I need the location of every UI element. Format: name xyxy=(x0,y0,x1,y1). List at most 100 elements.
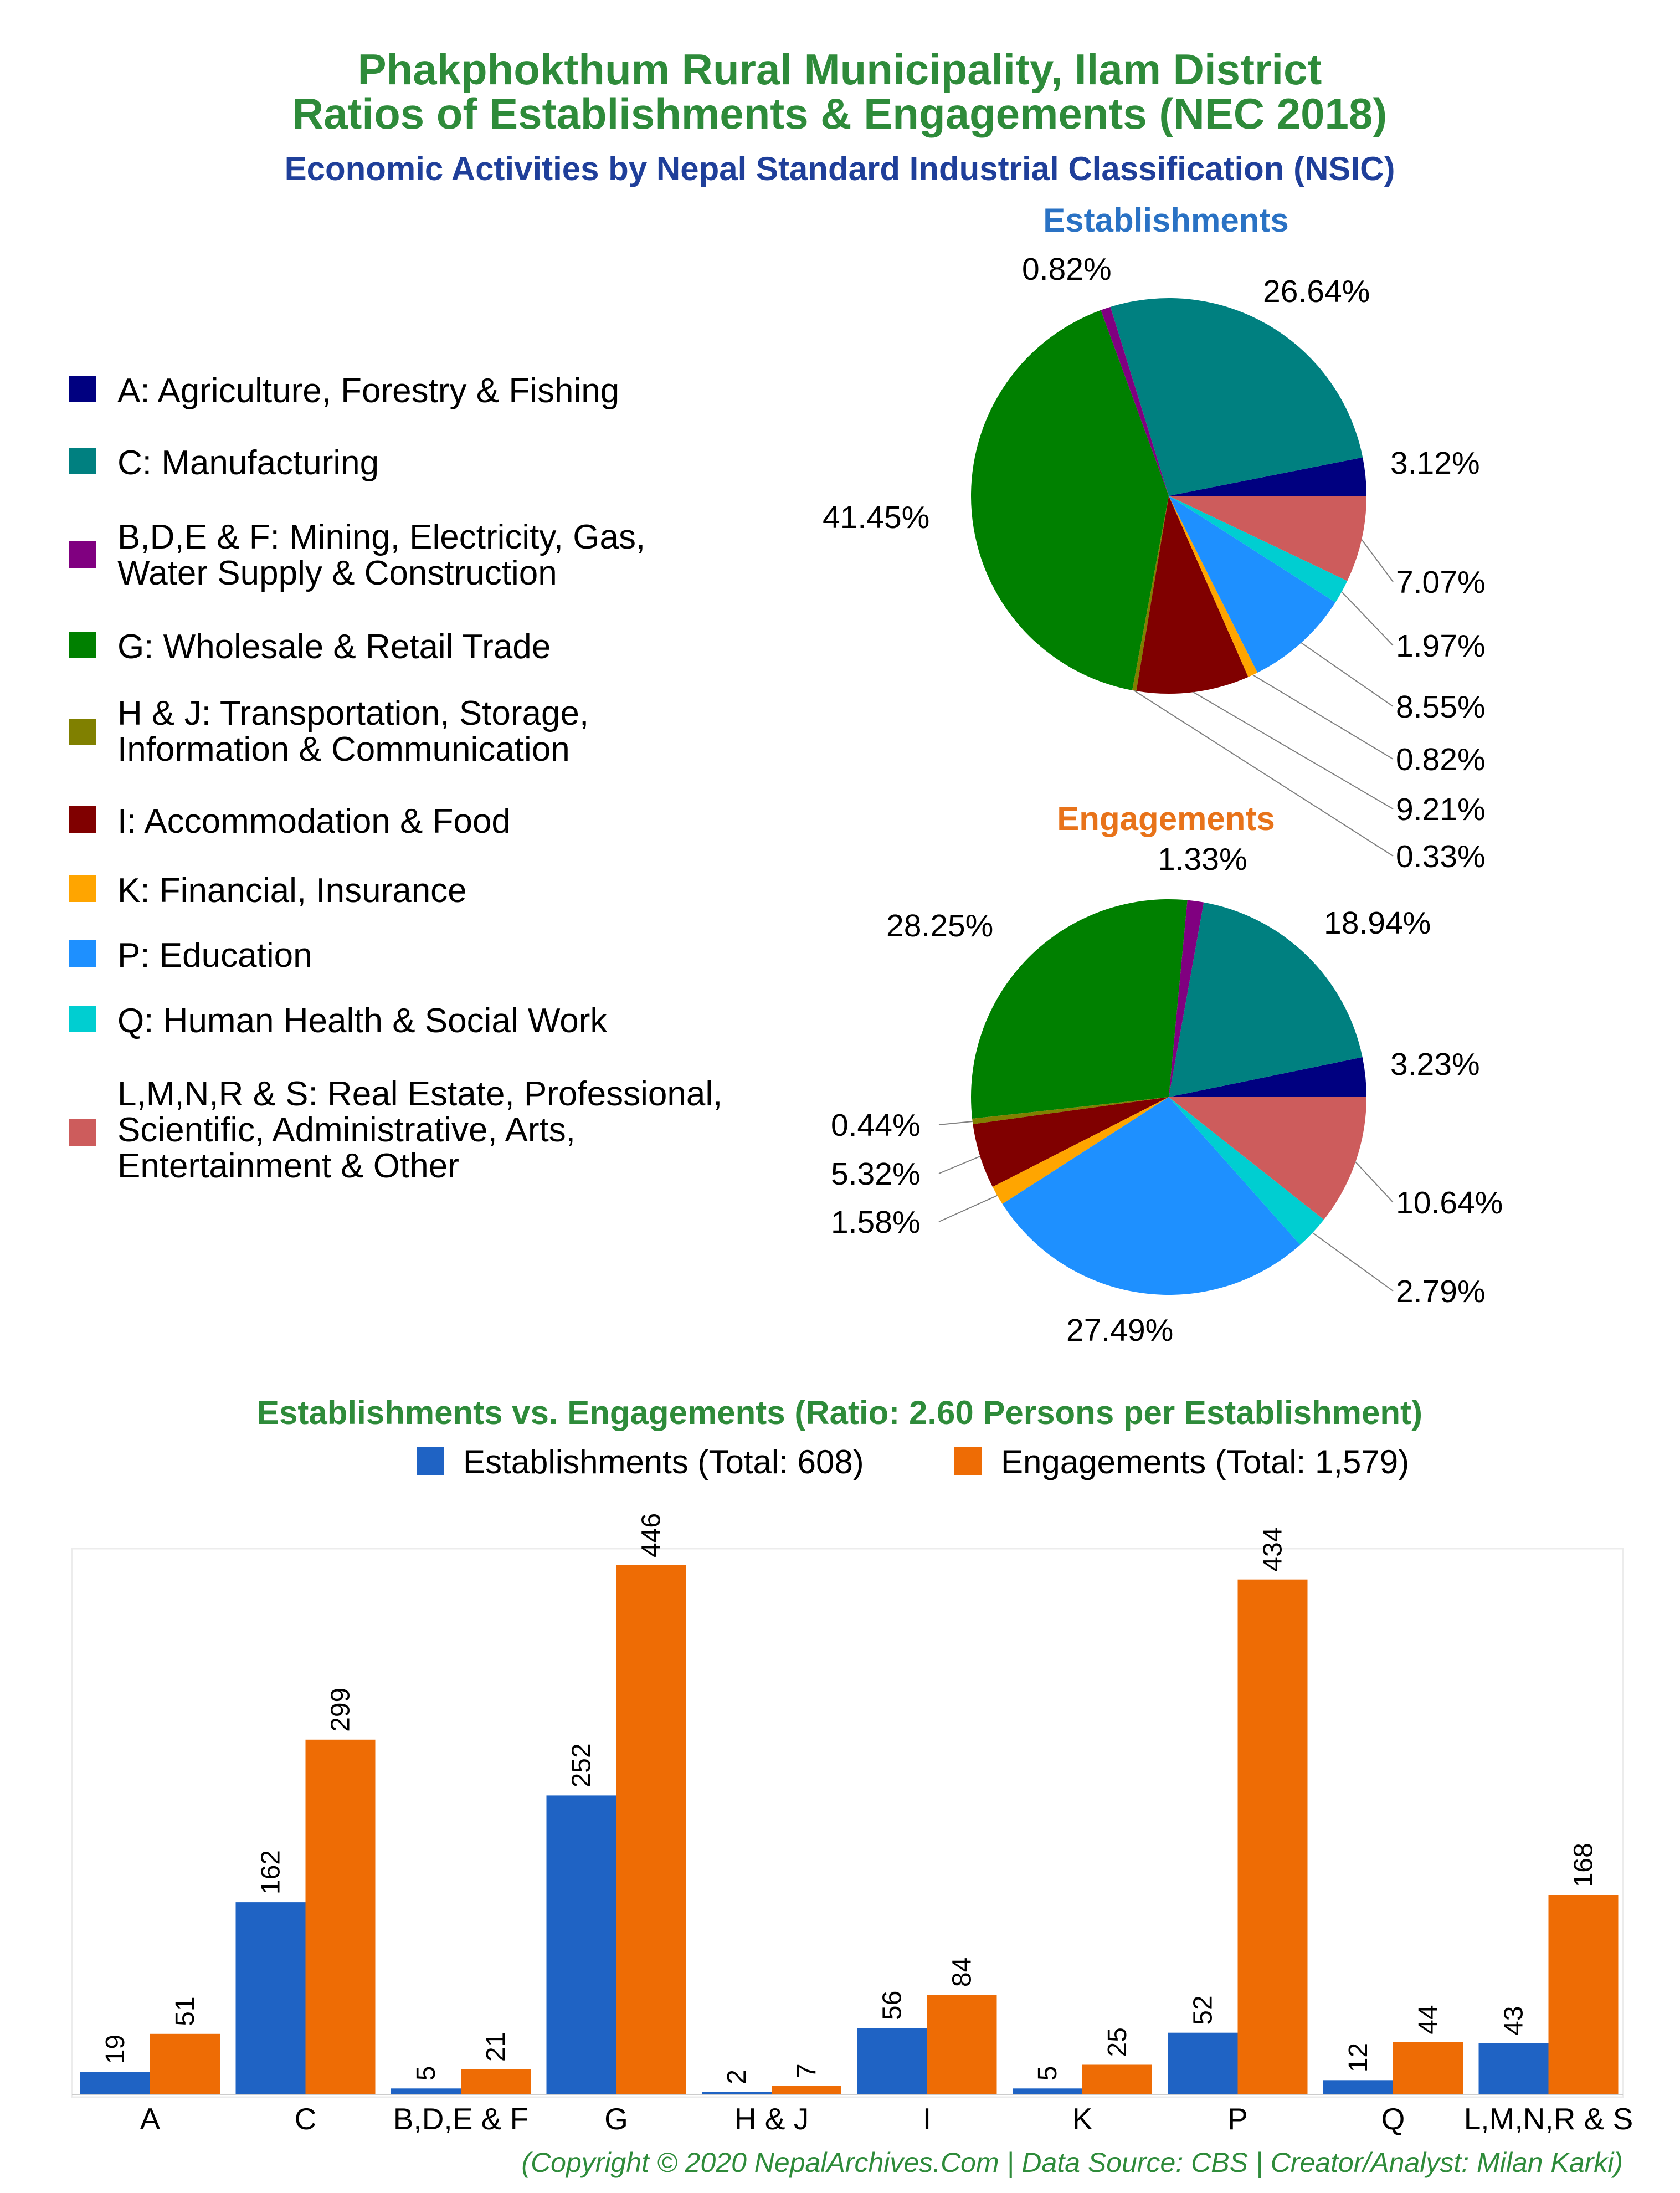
pie-slice-g xyxy=(970,310,1169,690)
pie-slice-hj xyxy=(972,1097,1169,1124)
bar-establishments-a xyxy=(80,2072,150,2094)
legend-label-a: A: Agriculture, Forestry & Fishing xyxy=(117,372,619,410)
leader-line-p xyxy=(1301,642,1394,707)
bar-value-establishments-p: 52 xyxy=(1189,1995,1218,2025)
x-tick-label-bdef: B,D,E & F xyxy=(393,2102,529,2136)
legend-swatch-g xyxy=(69,632,96,658)
bar-establishments-bdef xyxy=(391,2088,461,2094)
pie-label-c: 18.94% xyxy=(1324,905,1431,941)
bar-value-establishments-hj: 2 xyxy=(722,2069,752,2084)
pie-label-q: 2.79% xyxy=(1396,1274,1486,1309)
bar-engagements-p xyxy=(1237,1579,1308,2094)
pie-slice-hj xyxy=(1132,496,1169,691)
legend-swatch-p xyxy=(69,940,96,967)
legend-label-lmnrs-line3: Entertainment & Other xyxy=(117,1147,459,1185)
bar-value-engagements-q: 44 xyxy=(1414,2005,1443,2034)
legend-label-bdef-line2: Water Supply & Construction xyxy=(117,554,557,592)
x-tick-label-k: K xyxy=(1072,2102,1093,2136)
pie-label-bdef: 0.82% xyxy=(1022,252,1112,287)
pie-label-c: 26.64% xyxy=(1263,274,1370,309)
bar-chart-title: Establishments vs. Engagements (Ratio: 2… xyxy=(257,1394,1422,1431)
pie-slice-c xyxy=(1169,902,1363,1097)
bar-establishments-c xyxy=(235,1902,306,2094)
bar-value-engagements-hj: 7 xyxy=(792,2063,821,2078)
bar-value-engagements-g: 446 xyxy=(637,1513,666,1557)
bar-establishments-p xyxy=(1168,2032,1238,2094)
pie-label-q: 1.97% xyxy=(1396,628,1486,664)
leader-line-k xyxy=(1252,674,1394,760)
pie-slice-a xyxy=(1169,1057,1366,1097)
bar-establishments-i xyxy=(857,2028,927,2094)
x-tick-label-a: A xyxy=(140,2102,161,2136)
bar-value-establishments-c: 162 xyxy=(256,1850,286,1894)
chart-subtitle: Economic Activities by Nepal Standard In… xyxy=(285,150,1395,187)
bar-value-engagements-p: 434 xyxy=(1258,1528,1288,1572)
pie-engagements-title: Engagements xyxy=(1057,800,1275,837)
chart-title-line1: Phakphokthum Rural Municipality, Ilam Di… xyxy=(358,45,1322,94)
bar-establishments-q xyxy=(1323,2080,1393,2094)
leader-line-i xyxy=(938,1156,980,1174)
pie-label-k: 1.58% xyxy=(831,1205,921,1240)
bar-engagements-c xyxy=(305,1739,376,2095)
pie-slice-k xyxy=(992,1097,1169,1204)
pie-slice-p xyxy=(1169,496,1335,673)
pie-slice-q xyxy=(1169,496,1348,603)
legend-label-hj-line2: Information & Communication xyxy=(117,730,570,768)
pie-establishments: 3.12% 26.64% 0.82% 41.45% 0.33% 9.21% 0.82% 8.5… xyxy=(823,252,1486,874)
bar-establishments-lmnrs xyxy=(1478,2043,1549,2094)
bar-engagements-k xyxy=(1082,2064,1152,2094)
pie-slice-bdef xyxy=(1101,306,1169,496)
legend-label-lmnrs-line1: L,M,N,R & S: Real Estate, Professional, xyxy=(117,1075,722,1113)
legend-label-lmnrs-line2: Scientific, Administrative, Arts, xyxy=(117,1111,576,1149)
bar-value-establishments-a: 19 xyxy=(101,2035,130,2064)
legend-swatch-hj xyxy=(69,719,96,745)
pie-establishments-title: Establishments xyxy=(1043,202,1288,239)
leader-line-lmnrs xyxy=(1355,1161,1394,1203)
legend-swatch-i xyxy=(69,806,96,833)
legend-label-c: C: Manufacturing xyxy=(117,444,379,482)
pie-slice-a xyxy=(1169,457,1367,496)
legend-label-p: P: Education xyxy=(117,936,312,975)
bar-engagements-hj xyxy=(772,2086,841,2094)
bar-engagements-q xyxy=(1393,2042,1463,2094)
bar-value-engagements-bdef: 21 xyxy=(481,2032,511,2062)
bar-establishments-hj xyxy=(702,2092,772,2094)
bar-value-establishments-lmnrs: 43 xyxy=(1499,2006,1529,2036)
legend-swatch-c xyxy=(69,448,96,474)
x-tick-label-c: C xyxy=(295,2102,317,2136)
legend-swatch-a xyxy=(69,376,96,402)
legend-label-i: I: Accommodation & Food xyxy=(117,802,511,841)
pie-label-hj: 0.33% xyxy=(1396,839,1486,874)
bar-engagements-a xyxy=(150,2033,220,2094)
bar-engagements-lmnrs xyxy=(1548,1895,1619,2094)
leader-line-lmnrs xyxy=(1361,539,1394,582)
pie-label-p: 8.55% xyxy=(1396,689,1486,725)
bar-value-engagements-a: 51 xyxy=(171,1996,200,2026)
x-tick-label-p: P xyxy=(1227,2102,1248,2136)
plot-area xyxy=(71,1548,1624,2098)
pie-engagements: 3.23% 18.94% 1.33% 28.25% 0.44% 5.32% 1.58% 27.… xyxy=(831,842,1503,1348)
legend-label-q: Q: Human Health & Social Work xyxy=(117,1002,608,1040)
pie-label-i: 9.21% xyxy=(1396,792,1486,827)
pie-label-g: 41.45% xyxy=(823,500,929,535)
pie-slice-q xyxy=(1169,1097,1324,1245)
bar-engagements-g xyxy=(616,1565,686,2094)
pie-label-hj: 0.44% xyxy=(831,1108,921,1143)
pie-label-bdef: 1.33% xyxy=(1158,842,1247,877)
pie-slice-g xyxy=(970,899,1188,1119)
pie-slice-i xyxy=(973,1097,1169,1187)
bar-value-establishments-bdef: 5 xyxy=(412,2066,441,2081)
bar-value-engagements-lmnrs: 168 xyxy=(1569,1843,1599,1887)
pie-label-lmnrs: 7.07% xyxy=(1396,565,1486,600)
x-tick-label-q: Q xyxy=(1381,2102,1405,2136)
chart-title-line2: Ratios of Establishments & Engagements (… xyxy=(292,89,1387,138)
leader-line-i xyxy=(1193,691,1394,809)
x-tick-label-g: G xyxy=(604,2102,628,2136)
pie-slice-bdef xyxy=(1169,900,1204,1097)
pie-slice-k xyxy=(1169,496,1258,677)
pie-label-k: 0.82% xyxy=(1396,742,1486,777)
bar-engagements-bdef xyxy=(461,2069,531,2094)
leader-line-hj xyxy=(1134,690,1394,857)
pie-slice-lmnrs xyxy=(1169,496,1366,581)
